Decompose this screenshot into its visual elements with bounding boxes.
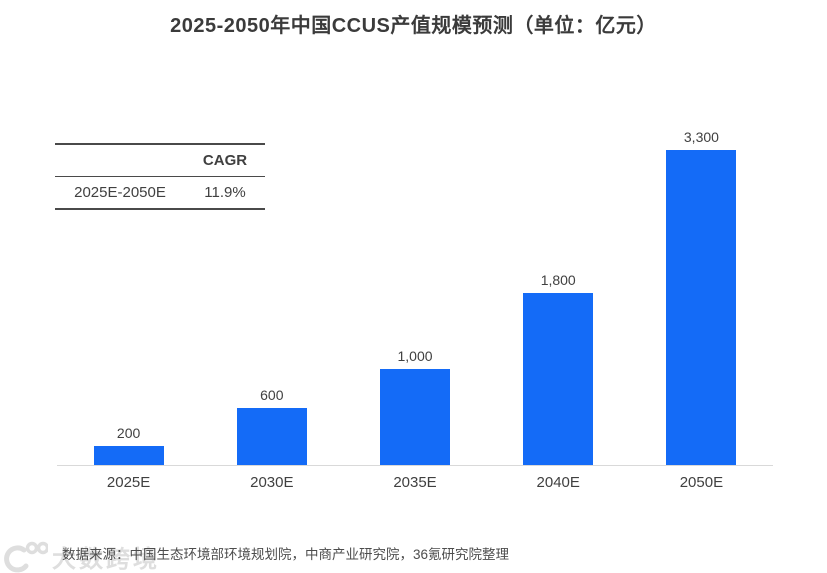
bar-slot: 3,300 xyxy=(630,129,773,465)
source-note: 数据来源：中国生态环境部环境规划院，中商产业研究院，36氪研究院整理 xyxy=(62,547,510,562)
cagr-table-header-cagr: CAGR xyxy=(202,152,248,169)
x-axis-label: 2025E xyxy=(106,474,151,491)
bar-slot: 1,000 xyxy=(343,348,486,465)
watermark-logo-icon xyxy=(2,540,50,573)
bar-value-label: 600 xyxy=(260,387,284,403)
bar-slot: 200 xyxy=(57,425,200,465)
bar-value-label: 3,300 xyxy=(683,129,719,145)
bar-slot: 1,800 xyxy=(487,272,630,465)
bar-chart-plot-area: 200 600 1,000 1,800 3,300 xyxy=(57,125,773,466)
bar xyxy=(380,369,450,465)
cagr-table-row: 2025E-2050E 11.9% xyxy=(55,177,265,209)
bar-value-label: 200 xyxy=(116,425,141,441)
bar-slot: 600 xyxy=(200,387,343,465)
cagr-table-cell-period: 2025E-2050E xyxy=(74,184,166,201)
x-axis-label: 2050E xyxy=(679,474,724,491)
bar xyxy=(93,446,164,465)
bar xyxy=(236,408,307,465)
x-axis-label: 2035E xyxy=(393,474,437,491)
cagr-table-header-row: CAGR xyxy=(55,144,265,177)
x-axis-label: 2040E xyxy=(536,474,580,491)
x-axis-label: 2030E xyxy=(250,474,294,491)
cagr-table: CAGR 2025E-2050E 11.9% xyxy=(55,143,265,210)
cagr-table-cell-cagr-value: 11.9% xyxy=(204,184,246,201)
bar-value-label: 1,000 xyxy=(397,348,433,364)
page-title: 2025-2050年中国CCUS产值规模预测（单位：亿元） xyxy=(170,15,657,37)
bar-value-label: 1,800 xyxy=(540,272,576,288)
x-axis-labels: 2025E 2030E 2035E 2040E 2050E xyxy=(57,474,773,491)
bar xyxy=(523,293,594,465)
bar xyxy=(666,150,737,465)
